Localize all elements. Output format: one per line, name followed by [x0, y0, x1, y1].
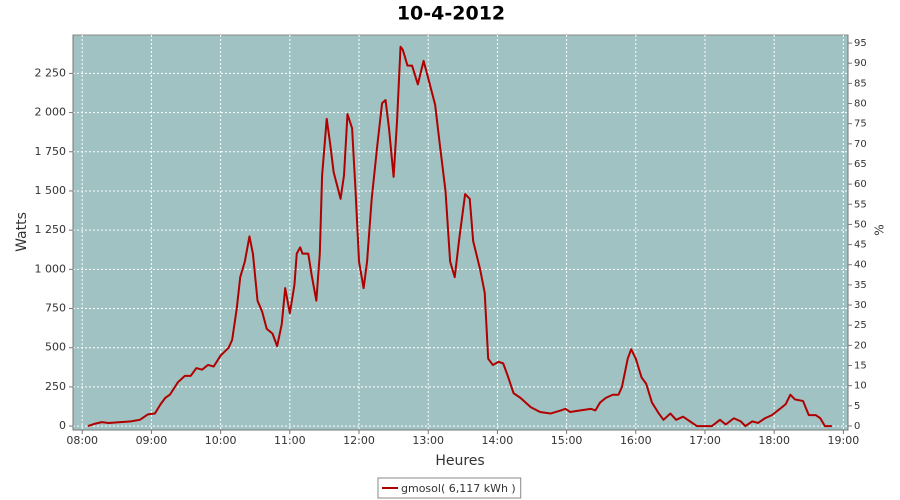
y-tick-label: 750: [45, 302, 66, 315]
y-tick-label: 250: [45, 380, 66, 393]
y-tick-label: 2 250: [35, 66, 67, 79]
data-line: [87, 45, 832, 428]
x-tick-label: 09:00: [136, 434, 168, 447]
y-axis-label: Watts: [14, 212, 30, 252]
y2-tick-label: 80: [854, 99, 867, 110]
x-tick-label: 19:00: [828, 434, 860, 447]
x-tick-label: 08:00: [66, 434, 98, 447]
y-tick-label: 2 000: [35, 106, 67, 119]
x-tick-label: 15:00: [551, 434, 583, 447]
x-tick-label: 11:00: [274, 434, 306, 447]
y-tick-label: 1 000: [35, 262, 67, 275]
y2-tick-label: 0: [854, 421, 860, 432]
y2-tick-label: 70: [854, 139, 867, 150]
y2-tick-label: 65: [854, 159, 867, 170]
x-tick-label: 12:00: [343, 434, 375, 447]
x-tick-label: 14:00: [482, 434, 514, 447]
x-axis-label: Heures: [435, 453, 484, 469]
y2-tick-label: 40: [854, 260, 867, 271]
x-tick-label: 10:00: [205, 434, 237, 447]
legend-box: [377, 477, 522, 499]
y2-tick-label: 60: [854, 179, 867, 190]
y2-tick-label: 10: [854, 381, 867, 392]
y-tick-label: 500: [45, 341, 66, 354]
y2-tick-label: 20: [854, 340, 867, 351]
x-tick-label: 18:00: [758, 434, 790, 447]
x-tick-label: 13:00: [412, 434, 444, 447]
y2-tick-label: 25: [854, 320, 867, 331]
y2-tick-label: 75: [854, 119, 867, 130]
y2-axis-label: %: [873, 224, 887, 235]
y2-tick-label: 15: [854, 361, 867, 372]
x-tick-label: 17:00: [689, 434, 721, 447]
chart-title: 10-4-2012: [397, 3, 505, 25]
y2-tick-label: 30: [854, 300, 867, 311]
legend-label: gmosol( 6,117 kWh ): [401, 482, 516, 495]
y2-tick-label: 50: [854, 219, 867, 230]
y2-tick-label: 55: [854, 199, 867, 210]
y2-tick-label: 95: [854, 38, 867, 49]
y2-tick-label: 85: [854, 78, 867, 89]
y2-tick-label: 35: [854, 280, 867, 291]
y2-tick-label: 5: [854, 401, 860, 412]
y-tick-label: 1 750: [35, 145, 67, 158]
y2-tick-label: 45: [854, 240, 867, 251]
x-tick-label: 16:00: [620, 434, 652, 447]
y2-tick-label: 90: [854, 58, 867, 69]
y-tick-label: 1 500: [35, 184, 67, 197]
legend: gmosol( 6,117 kWh ): [377, 477, 522, 499]
y-tick-label: 1 250: [35, 223, 67, 236]
y-tick-label: 0: [59, 419, 66, 432]
